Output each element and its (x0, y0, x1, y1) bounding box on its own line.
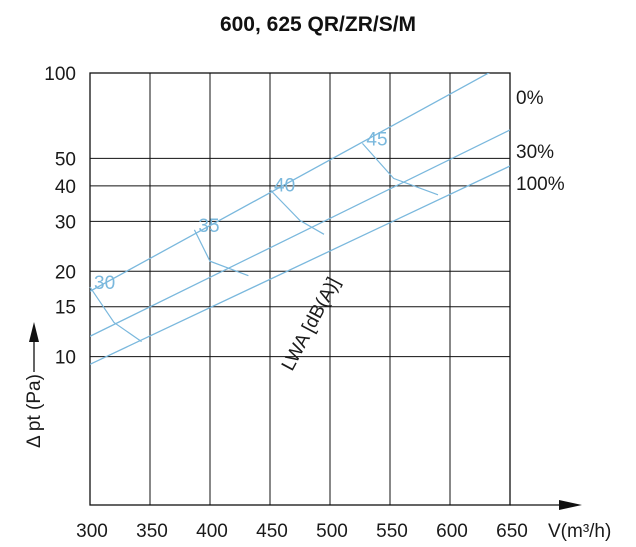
x-tick-label-300: 300 (76, 521, 108, 542)
x-tick-label-500: 500 (316, 521, 348, 542)
series-line-30pct (90, 129, 510, 337)
sound-line-40 (269, 189, 325, 235)
x-tick-label-350: 350 (136, 521, 168, 542)
x-axis-label: V(m³/h) (548, 521, 611, 542)
sound-label-35: 35 (198, 216, 219, 237)
series-label-100pct: 100% (516, 174, 565, 195)
y-tick-label-10: 10 (55, 348, 76, 369)
sound-axis-label: LWA [dB(A)] (278, 274, 345, 374)
x-tick-label-600: 600 (436, 521, 468, 542)
sound-label-45: 45 (366, 129, 387, 150)
y-tick-label-20: 20 (55, 262, 76, 283)
x-axis-arrowhead (559, 500, 582, 510)
y-tick-label-40: 40 (55, 177, 76, 198)
y-tick-label-30: 30 (55, 212, 76, 233)
sound-label-40: 40 (274, 176, 295, 197)
axis-ticks: 300 350 400 450 500 550 600 650 10 15 20 30 40 50 100 (44, 64, 528, 542)
sound-line-45 (361, 142, 439, 196)
x-tick-label-400: 400 (196, 521, 228, 542)
y-tick-label-15: 15 (55, 298, 76, 319)
sound-line-35 (193, 229, 249, 277)
grid (89, 72, 511, 506)
chart-labels: 0% 30% 100% LWA [dB(A)] (278, 88, 565, 374)
chart-title: 600, 625 QR/ZR/S/M (220, 13, 416, 36)
plot-frame (89, 72, 511, 506)
y-axis-arrowhead (29, 322, 39, 342)
sound-line-30 (89, 286, 142, 343)
y-tick-label-100: 100 (44, 64, 76, 85)
series-label-30pct: 30% (516, 142, 554, 163)
series-lines (90, 73, 510, 365)
sound-label-30: 30 (94, 273, 115, 294)
sound-level-lines: 30 35 40 45 (89, 129, 439, 343)
y-axis-label: Δ pt (Pa) (24, 374, 45, 448)
series-line-0pct (90, 73, 490, 292)
axes: V(m³/h) Δ pt (Pa) (24, 322, 611, 542)
series-label-0pct: 0% (516, 88, 544, 109)
series-line-100pct (90, 165, 510, 365)
x-tick-label-450: 450 (256, 521, 288, 542)
y-tick-label-50: 50 (55, 149, 76, 170)
x-tick-label-650: 650 (496, 521, 528, 542)
x-tick-label-550: 550 (376, 521, 408, 542)
